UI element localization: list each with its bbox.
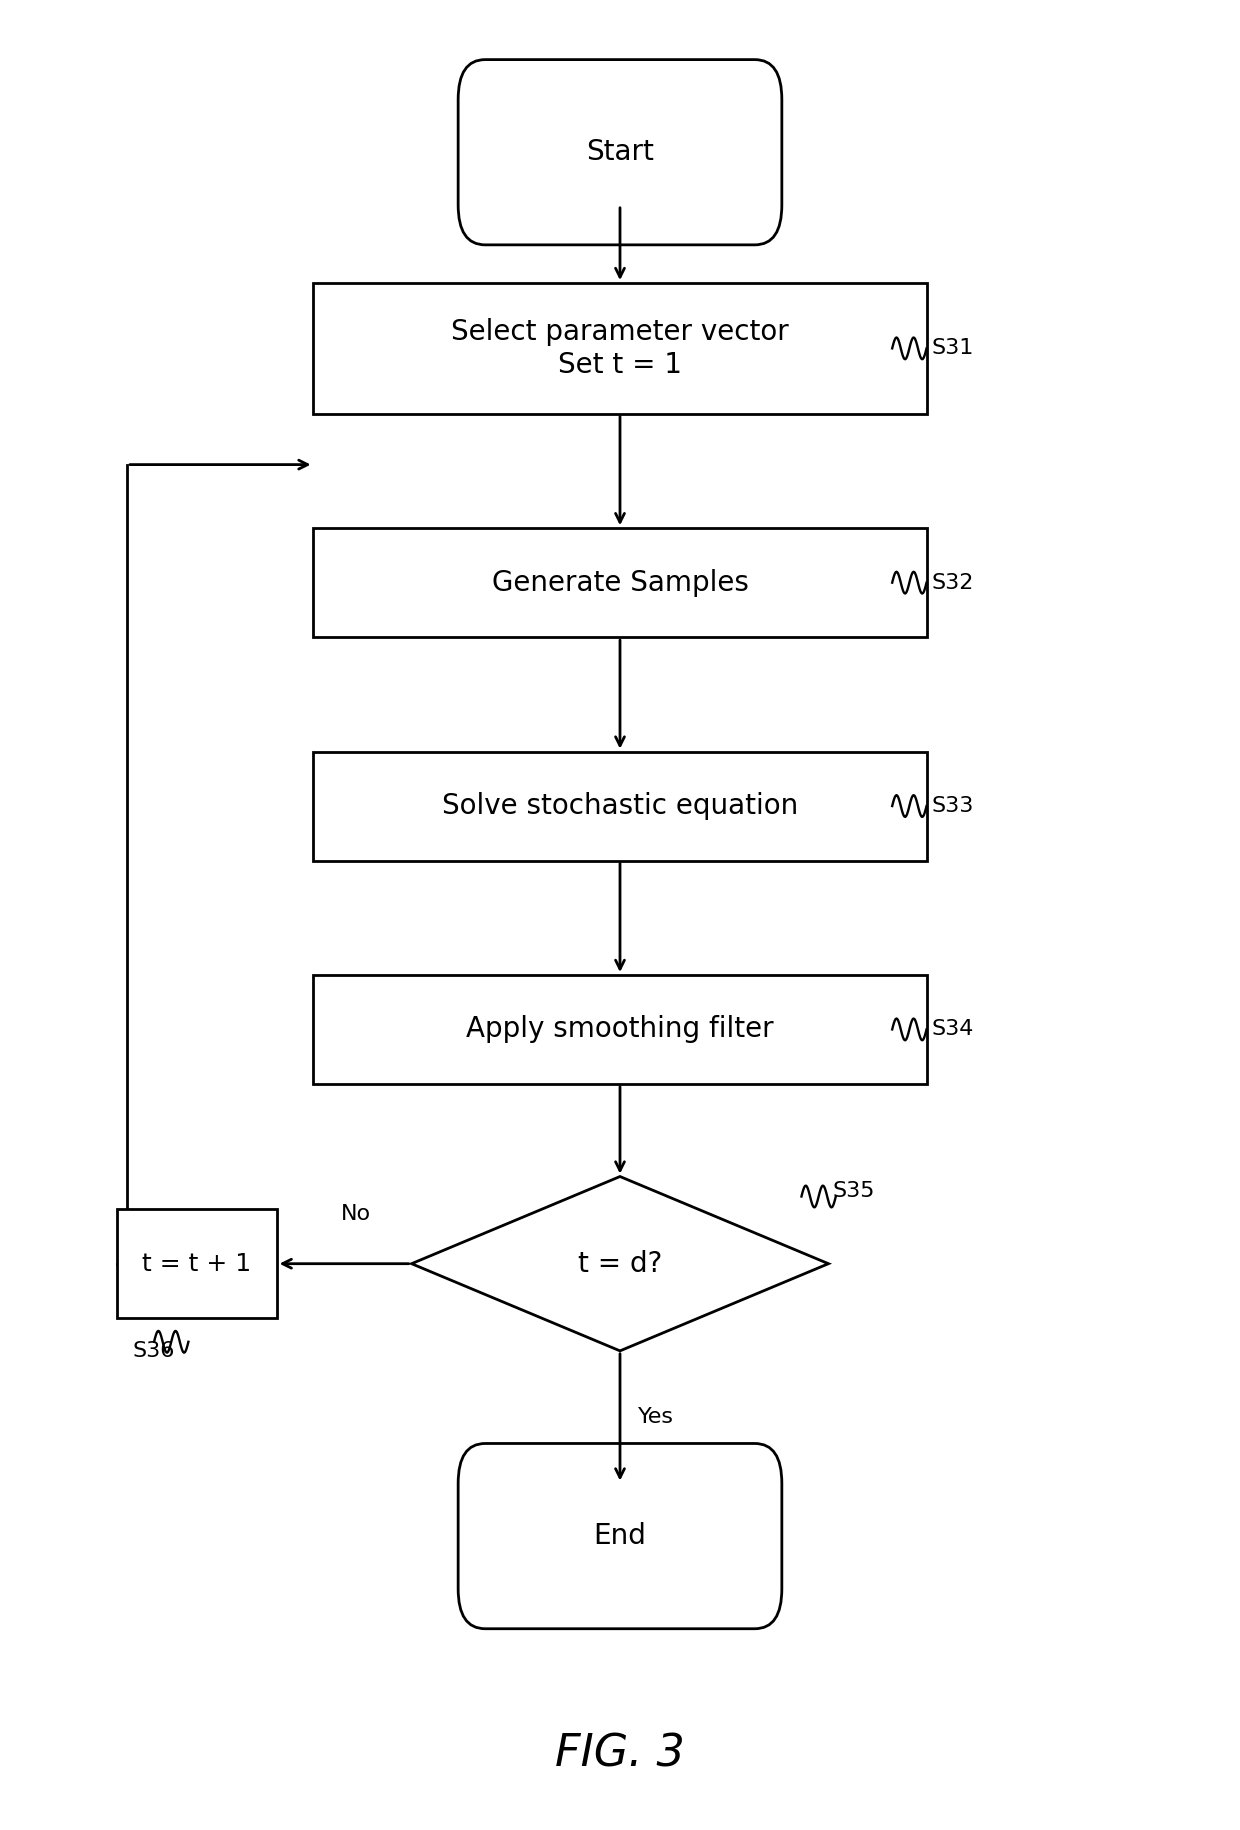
- Bar: [314, 529, 926, 637]
- Bar: [314, 284, 926, 414]
- Text: Apply smoothing filter: Apply smoothing filter: [466, 1016, 774, 1043]
- FancyBboxPatch shape: [458, 1444, 782, 1629]
- Text: S34: S34: [931, 1019, 973, 1039]
- Bar: [118, 1210, 277, 1318]
- Text: End: End: [594, 1523, 646, 1550]
- Text: S33: S33: [931, 796, 973, 816]
- Bar: [314, 752, 926, 860]
- Text: Generate Samples: Generate Samples: [491, 569, 749, 597]
- Text: t = t + 1: t = t + 1: [143, 1252, 252, 1276]
- Text: Yes: Yes: [639, 1407, 675, 1427]
- Text: Solve stochastic equation: Solve stochastic equation: [441, 792, 799, 820]
- Text: S31: S31: [931, 339, 973, 359]
- Polygon shape: [412, 1177, 828, 1351]
- Text: Select parameter vector
Set t = 1: Select parameter vector Set t = 1: [451, 318, 789, 379]
- Text: Start: Start: [587, 139, 653, 167]
- Text: FIG. 3: FIG. 3: [556, 1733, 684, 1775]
- Text: S36: S36: [131, 1341, 175, 1362]
- FancyBboxPatch shape: [458, 60, 782, 245]
- Text: S32: S32: [931, 573, 973, 593]
- Text: t = d?: t = d?: [578, 1250, 662, 1277]
- Text: No: No: [341, 1204, 372, 1224]
- Bar: [314, 975, 926, 1083]
- Text: S35: S35: [832, 1180, 874, 1200]
